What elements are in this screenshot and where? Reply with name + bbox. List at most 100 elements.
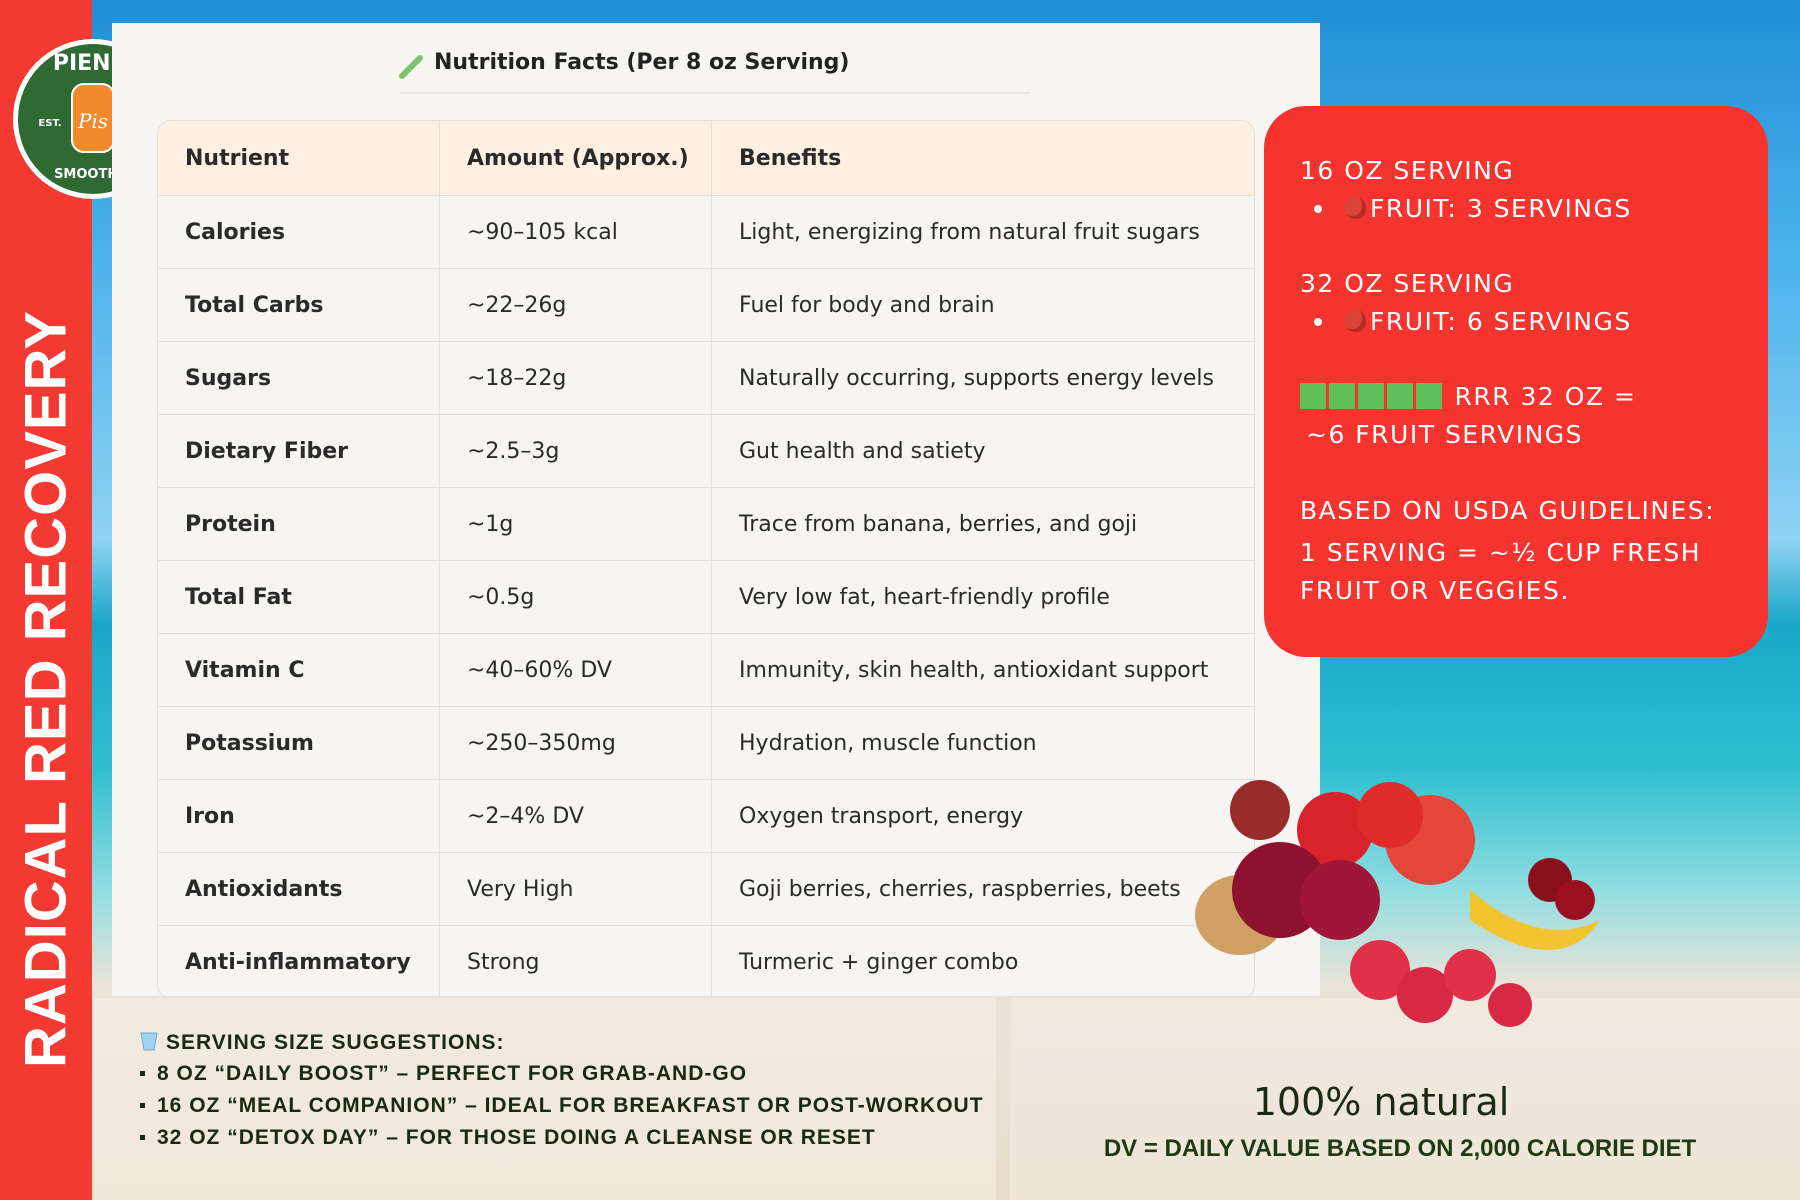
- strawberry: [1297, 792, 1373, 868]
- bullet: [140, 1103, 145, 1108]
- sidebar: [0, 0, 92, 1200]
- suggestion-item: 16 OZ “MEAL COMPANION” – IDEAL FOR BREAK…: [138, 1094, 984, 1126]
- raspberry: [1397, 967, 1453, 1023]
- logo-est: EST.: [38, 118, 61, 129]
- table-body: Calories ~90–105 kcal Light, energizing fr…: [158, 196, 1254, 998]
- suggestions: SERVING SIZE SUGGESTIONS: 8 OZ “DAILY BO…: [138, 1030, 984, 1158]
- table-row: Total Carbs ~22–26g Fuel for body and brai…: [158, 269, 1254, 342]
- bullet: [140, 1071, 145, 1076]
- icon-shape: [399, 55, 423, 79]
- suggestion-text: 32 OZ “DETOX DAY” – FOR THOSE DOING A CL…: [157, 1126, 876, 1149]
- raspberry: [1444, 949, 1496, 1001]
- table-cell: Fuel for body and brain: [712, 269, 1254, 342]
- icon-shape: [140, 1032, 158, 1051]
- fruit-servings: FRUIT: 6 SERVINGS: [1370, 307, 1632, 336]
- table-cell: Potassium: [158, 707, 440, 780]
- table-cell: Trace from banana, berries, and goji: [712, 488, 1254, 561]
- table-cell: Protein: [158, 488, 440, 561]
- square-icon: [1358, 383, 1384, 409]
- table-cell: Sugars: [158, 342, 440, 415]
- table-cell: ~40–60% DV: [440, 634, 712, 707]
- table-cell: Turmeric + ginger combo: [739, 949, 1019, 975]
- divider: [400, 92, 1030, 94]
- servings-box: 16 OZ SERVING FRUIT: 3 SERVINGS 32 OZ SE…: [1264, 106, 1768, 657]
- fruit-icon: [1344, 197, 1366, 219]
- bullet: [1314, 205, 1322, 213]
- goji: [1230, 780, 1290, 840]
- column-header: Nutrient: [158, 121, 440, 196]
- logo-mark: Pis: [77, 109, 108, 133]
- syringe-icon: [399, 55, 423, 79]
- rrr-line: RRR 32 OZ =: [1300, 382, 1636, 411]
- table-row: Sugars ~18–22g Naturally occurring, suppor…: [158, 342, 1254, 415]
- bullet: [140, 1135, 145, 1140]
- footer-panel: [1010, 998, 1800, 1200]
- table-row: Vitamin C ~40–60% DV Immunity, skin health…: [158, 634, 1254, 707]
- suggestion-list: 8 OZ “DAILY BOOST” – PERFECT FOR GRAB-AN…: [138, 1062, 984, 1158]
- table-cell: Vitamin C: [158, 634, 440, 707]
- table-row: Iron ~2–4% DV Oxygen transport, energy: [158, 780, 1254, 853]
- bullet: [1314, 318, 1322, 326]
- square-icon: [1300, 383, 1326, 409]
- table-cell: Calories: [158, 196, 440, 269]
- table-cell: Goji berries, cherries, raspberries, bee…: [712, 853, 1254, 926]
- table-cell: Anti-inflammatory: [158, 926, 440, 998]
- table-cell: ~90–105 kcal: [440, 196, 712, 269]
- column-header: Amount (Approx.): [440, 121, 712, 196]
- table-cell: Antioxidants: [158, 853, 440, 926]
- table-row: Calories ~90–105 kcal Light, energizing fr…: [158, 196, 1254, 269]
- cherry: [1555, 880, 1595, 920]
- side-title: RADICAL RED RECOVERY: [13, 310, 79, 1068]
- table-cell: ~2–4% DV: [440, 780, 712, 853]
- table-cell: Hydration, muscle function: [712, 707, 1254, 780]
- square-icon: [1416, 383, 1442, 409]
- table-cell: Light, energizing from natural fruit sug…: [712, 196, 1254, 269]
- table-cell: ~0.5g: [440, 561, 712, 634]
- fruit-servings: FRUIT: 3 SERVINGS: [1370, 194, 1632, 223]
- fruit-icon: [1344, 310, 1366, 332]
- table-cell: Strong: [440, 926, 712, 998]
- usda-title: BASED ON USDA GUIDELINES:: [1300, 496, 1716, 525]
- table-row: Antioxidants Very High Goji berries, cherr…: [158, 853, 1254, 926]
- table-title: Nutrition Facts (Per 8 oz Serving): [434, 50, 850, 75]
- suggestion-item: 32 OZ “DETOX DAY” – FOR THOSE DOING A CL…: [138, 1126, 984, 1158]
- table-row: Dietary Fiber ~2.5–3g Gut health and satie…: [158, 415, 1254, 488]
- suggestion-text: 16 OZ “MEAL COMPANION” – IDEAL FOR BREAK…: [157, 1094, 984, 1117]
- table-row: Total Fat ~0.5g Very low fat, heart-friend…: [158, 561, 1254, 634]
- suggestion-text: 8 OZ “DAILY BOOST” – PERFECT FOR GRAB-AN…: [157, 1062, 748, 1085]
- column-header: Benefits: [712, 121, 1254, 196]
- square-icon: [1387, 383, 1413, 409]
- square-icon: [1329, 383, 1355, 409]
- table-cell: Very High: [440, 853, 712, 926]
- natural-label: 100% natural: [1252, 1080, 1510, 1124]
- table-cell: Iron: [158, 780, 440, 853]
- suggestions-title-row: SERVING SIZE SUGGESTIONS:: [138, 1030, 984, 1062]
- table-cell: Total Carbs: [158, 269, 440, 342]
- fruit-line: FRUIT: 3 SERVINGS: [1300, 194, 1632, 223]
- table-cell: ~1g: [440, 488, 712, 561]
- raspberry: [1488, 983, 1532, 1027]
- serving-label: 16 OZ SERVING: [1300, 156, 1515, 185]
- dv-note: DV = DAILY VALUE BASED ON 2,000 CALORIE …: [1103, 1135, 1697, 1162]
- table-cell: Dietary Fiber: [158, 415, 440, 488]
- rrr-text: RRR 32 OZ =: [1454, 382, 1637, 411]
- table-cell: ~250–350mg: [440, 707, 712, 780]
- suggestions-panel: [94, 998, 996, 1200]
- table-cell: ~18–22g: [440, 342, 712, 415]
- suggestion-item: 8 OZ “DAILY BOOST” – PERFECT FOR GRAB-AN…: [138, 1062, 984, 1094]
- rrr-total: ~6 FRUIT SERVINGS: [1306, 420, 1584, 449]
- table-cell: Gut health and satiety: [712, 415, 1254, 488]
- nutrition-table: Nutrient Amount (Approx.) Benefits Calorie…: [157, 120, 1255, 999]
- table-cell: Oxygen transport, energy: [712, 780, 1254, 853]
- header-row: Nutrient Amount (Approx.) Benefits: [158, 121, 1254, 196]
- fruit-line: FRUIT: 6 SERVINGS: [1300, 307, 1632, 336]
- table-cell: ~22–26g: [440, 269, 712, 342]
- strawberry: [1357, 782, 1423, 848]
- table-row: Anti-inflammatory Strong Turmeric + ginger…: [158, 926, 1254, 998]
- table-cell: Immunity, skin health, antioxidant suppo…: [712, 634, 1254, 707]
- table-cell: Total Fat: [158, 561, 440, 634]
- usda-text: 1 SERVING = ~½ CUP FRESH FRUIT OR VEGGIE…: [1300, 538, 1702, 605]
- cup-icon: [140, 1032, 158, 1051]
